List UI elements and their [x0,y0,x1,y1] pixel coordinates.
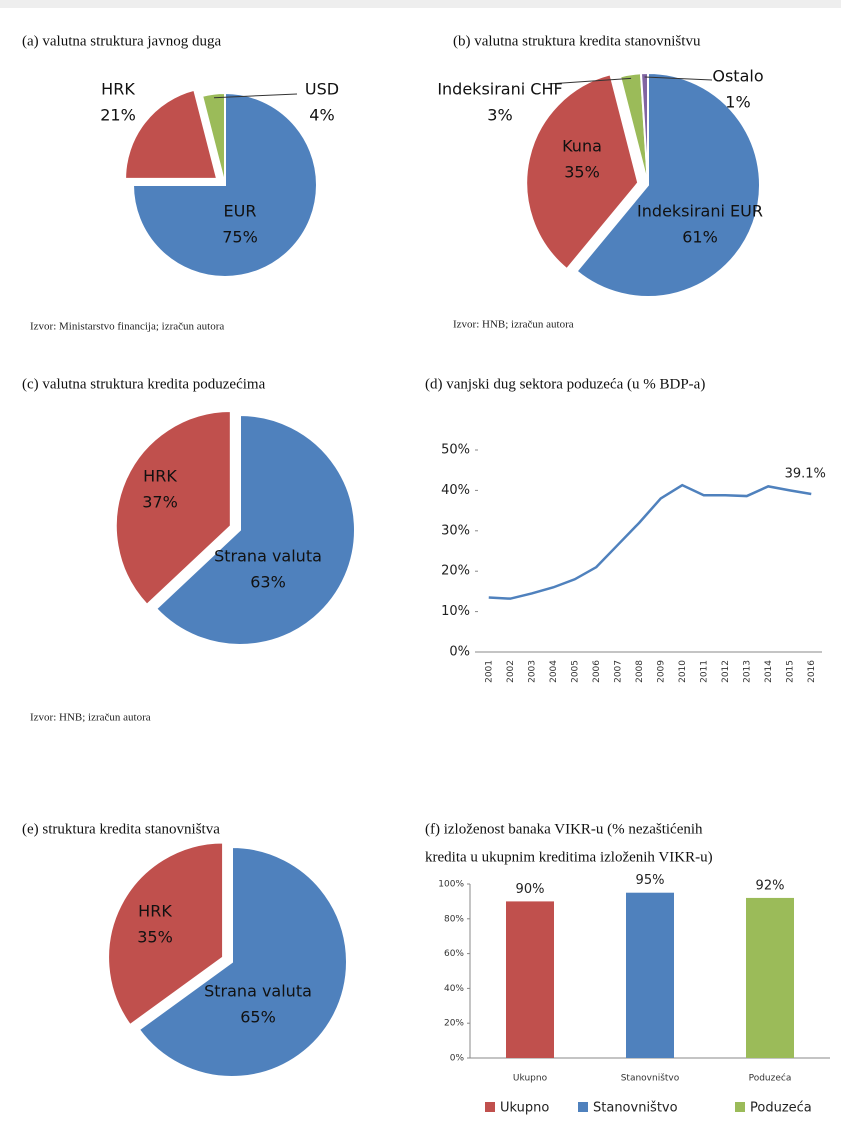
y-tick-label: 50% [441,443,470,458]
chart-title: (e) struktura kredita stanovništva [22,821,220,837]
pie-slice [525,73,640,271]
x-tick-label: 2005 [570,660,580,683]
slice-value: 65% [240,1008,276,1027]
y-tick-label: 30% [441,523,470,538]
source-note: Izvor: Ministarstvo financija; izračun a… [30,321,224,333]
slice-value: 37% [142,493,178,512]
slice-name: Indeksirani EUR [637,202,763,221]
slice-name: EUR [224,202,257,221]
chart-title: kredita u ukupnim kreditima izloženih VI… [425,849,713,865]
slice-value: 21% [100,106,136,125]
slice-value: 35% [564,163,600,182]
x-tick-label: 2007 [613,660,623,683]
legend-label: Ukupno [500,1101,549,1116]
legend-swatch [485,1102,495,1112]
slice-value: 35% [137,928,173,947]
slice-value: 1% [725,93,750,112]
leader-line [644,76,713,81]
pie-slice [154,413,356,646]
pie-slice [131,91,318,278]
slice-name: HRK [138,902,172,921]
x-tick-label: 2014 [764,660,774,683]
slice-name: USD [305,80,339,99]
chart-title: (a) valutna struktura javnog duga [22,33,221,49]
x-tick-label: 2002 [506,660,516,683]
slice-name: Ostalo [712,67,763,86]
x-tick-label: Poduzeća [749,1073,792,1084]
data-label: 90% [516,882,545,897]
source-note: Izvor: HNB; izračun autora [453,319,574,331]
y-tick-label: 0% [449,645,470,660]
y-tick-label: 40% [444,984,464,994]
slice-name: HRK [101,80,135,99]
y-tick-label: 10% [441,604,470,619]
legend-label: Poduzeća [750,1101,812,1116]
legend-swatch [578,1102,588,1112]
y-tick-label: 20% [444,1019,464,1029]
x-tick-label: 2016 [807,660,817,683]
slice-name: Strana valuta [204,982,312,1001]
source-note: Izvor: HNB; izračun autora [30,712,151,724]
slice-value: 3% [487,106,512,125]
y-tick-label: 40% [441,483,470,498]
chart-title: (c) valutna struktura kredita poduzećima [22,376,266,392]
chart-title: (d) vanjski dug sektora poduzeća (u % BD… [425,376,705,392]
x-tick-label: 2008 [635,660,645,683]
x-tick-label: 2004 [549,660,559,683]
slice-name: HRK [143,467,177,486]
slice-name: Strana valuta [214,547,322,566]
x-tick-label: 2012 [721,660,731,683]
x-tick-label: 2003 [527,660,537,683]
slice-name: Indeksirani CHF [437,80,562,99]
x-tick-label: 2009 [656,660,666,683]
pie-slice [124,88,219,180]
top-band [0,0,841,8]
data-label: 92% [756,878,785,893]
pie-slice [575,71,761,298]
slice-value: 63% [250,573,286,592]
chart-title: (f) izloženost banaka VIKR-u (% nezaštić… [425,821,703,837]
y-tick-label: 100% [438,880,464,890]
chart-title: (b) valutna struktura kredita stanovništ… [453,33,701,49]
y-tick-label: 0% [450,1054,465,1064]
x-tick-label: 2013 [742,660,752,683]
legend-label: Stanovništvo [593,1101,678,1116]
x-tick-label: 2006 [592,660,602,683]
x-tick-label: 2015 [785,660,795,683]
leader-line [547,77,632,85]
x-tick-label: Stanovništvo [621,1073,680,1084]
pie-slice [200,91,226,186]
leader-line [213,93,298,99]
slice-value: 75% [222,228,258,247]
legend-swatch [735,1102,745,1112]
pie-slice [107,841,225,1027]
pie-slice [137,845,348,1078]
x-tick-label: Ukupno [513,1074,548,1084]
pie-slice [114,410,232,607]
x-tick-label: 2011 [699,660,709,683]
bar [746,897,794,1058]
x-tick-label: 2010 [678,660,688,683]
pie-slice [639,71,649,186]
data-label: 95% [636,873,665,888]
y-tick-label: 20% [441,564,470,579]
data-label: 39.1% [785,467,826,482]
bar [506,901,554,1058]
x-tick-label: 2001 [484,660,494,683]
y-tick-label: 60% [444,949,464,959]
slice-value: 61% [682,228,718,247]
slice-name: Kuna [562,137,602,156]
line-series [488,483,812,600]
bar [626,892,674,1058]
y-tick-label: 80% [444,914,464,924]
slice-value: 4% [309,106,334,125]
